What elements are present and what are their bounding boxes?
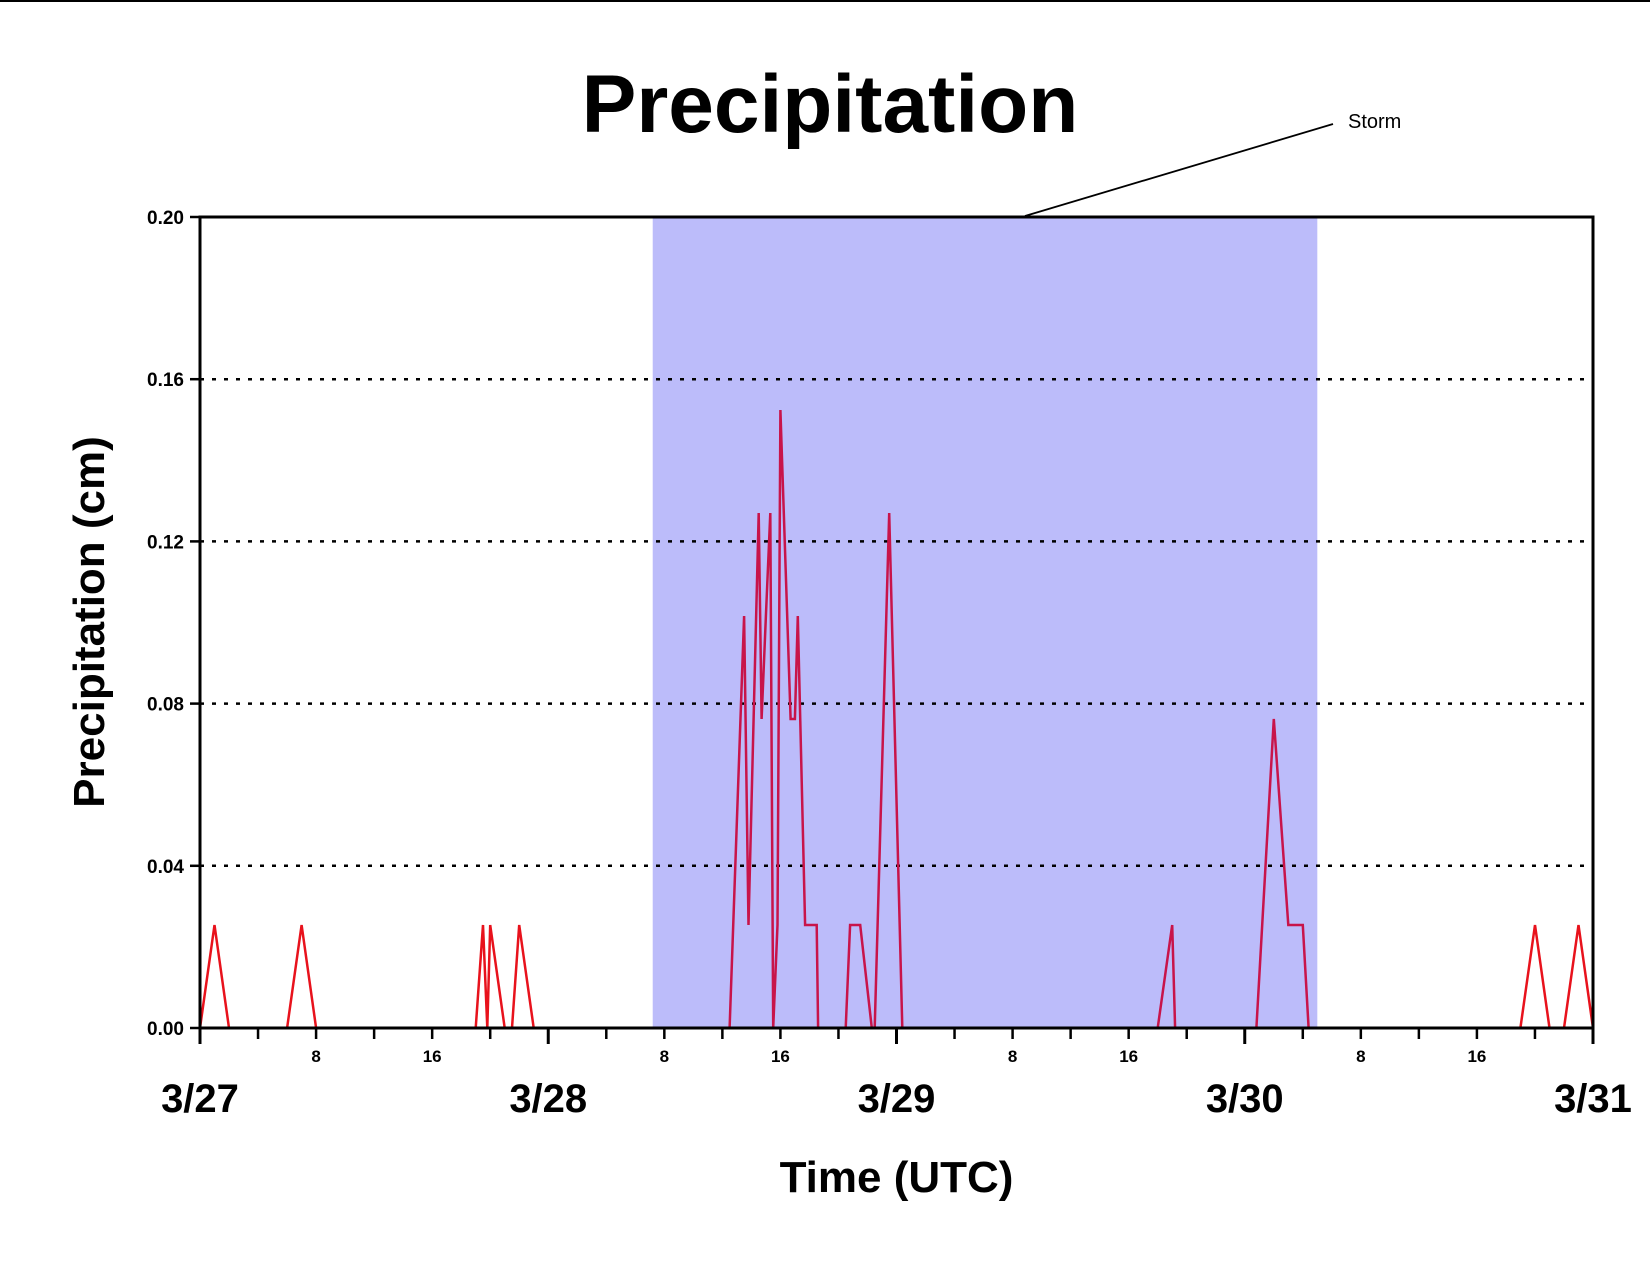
- storm-annotation-label: Storm: [1348, 111, 1401, 133]
- y-tick-label: 0.20: [147, 208, 184, 229]
- x-hour-label: 8: [1008, 1047, 1017, 1066]
- y-axis-title: Precipitation (cm): [65, 436, 114, 808]
- top-border-line: [0, 0, 1650, 2]
- storm-region: [652, 217, 1318, 1028]
- x-hour-label: 16: [1467, 1047, 1486, 1066]
- x-hour-label: 8: [311, 1047, 320, 1066]
- storm-annotation-leader: [1024, 123, 1334, 217]
- x-date-label: 3/31: [1554, 1077, 1632, 1121]
- x-date-label: 3/28: [509, 1077, 587, 1121]
- x-axis-title: Time (UTC): [780, 1153, 1014, 1202]
- chart-title: Precipitation: [581, 59, 1079, 150]
- x-date-label: 3/29: [858, 1077, 936, 1121]
- x-hour-label: 16: [771, 1047, 790, 1066]
- y-tick-label: 0.08: [147, 695, 184, 716]
- y-tick-label: 0.12: [147, 532, 184, 553]
- precipitation-series-line: [1519, 924, 1595, 1030]
- y-tick-label: 0.04: [147, 857, 184, 878]
- x-hour-label: 8: [660, 1047, 669, 1066]
- x-date-label: 3/27: [161, 1077, 239, 1121]
- y-tick-label: 0.16: [147, 370, 184, 391]
- y-tick-label: 0.00: [147, 1019, 184, 1040]
- precipitation-series-line: [198, 924, 730, 1030]
- x-hour-label: 16: [423, 1047, 442, 1066]
- x-hour-label: 16: [1119, 1047, 1138, 1066]
- x-date-label: 3/30: [1206, 1077, 1284, 1121]
- x-hour-label: 8: [1356, 1047, 1365, 1066]
